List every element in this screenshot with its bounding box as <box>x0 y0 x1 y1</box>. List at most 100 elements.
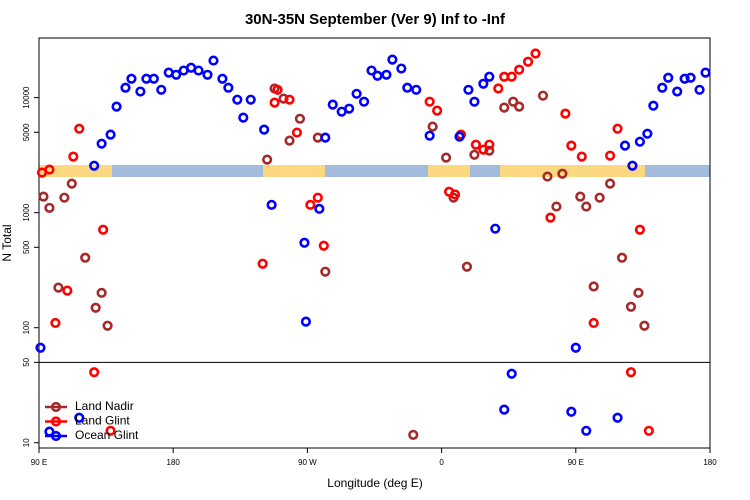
data-point <box>318 240 329 251</box>
data-point <box>59 192 70 203</box>
data-point <box>627 160 638 171</box>
data-point <box>625 301 637 312</box>
data-point <box>96 287 107 298</box>
data-point <box>616 252 628 263</box>
data-point <box>537 90 549 101</box>
data-point <box>120 82 131 93</box>
data-point <box>581 201 592 212</box>
data-point <box>432 105 443 116</box>
data-point <box>499 102 510 113</box>
data-point <box>424 96 435 107</box>
data-point <box>551 201 562 212</box>
data-point <box>470 139 481 150</box>
data-point <box>284 135 295 146</box>
data-point <box>588 281 599 292</box>
data-point <box>469 149 480 160</box>
data-point <box>530 48 541 59</box>
data-point <box>514 101 525 112</box>
data-point <box>89 160 100 171</box>
data-point <box>259 124 270 135</box>
data-point <box>560 108 571 119</box>
data-point <box>232 94 243 105</box>
data-point <box>402 82 413 93</box>
data-point <box>269 97 280 108</box>
data-point <box>566 140 577 151</box>
data-point <box>312 192 323 203</box>
data-point <box>396 63 407 74</box>
data-point <box>672 86 683 97</box>
data-point <box>238 112 249 123</box>
data-point <box>344 103 355 114</box>
y-tick-label: 5000 <box>22 123 31 141</box>
data-point <box>44 164 55 175</box>
x-tick-label: 0 <box>439 458 444 467</box>
data-point <box>634 224 646 235</box>
data-point <box>66 178 77 189</box>
legend-marker <box>50 401 62 413</box>
data-point <box>679 73 690 84</box>
data-point <box>506 71 517 82</box>
data-point <box>245 94 256 105</box>
data-point <box>612 123 623 134</box>
data-point <box>694 84 705 95</box>
data-point <box>266 199 277 210</box>
data-point <box>514 64 525 75</box>
y-tick-label: 500 <box>22 240 31 254</box>
data-point <box>685 72 696 83</box>
legend-marker <box>50 416 62 427</box>
data-point <box>557 168 568 179</box>
x-tick-label: 90 W <box>298 458 317 467</box>
data-point <box>506 368 517 379</box>
data-point <box>508 96 519 107</box>
data-point <box>105 425 116 436</box>
data-point <box>604 178 616 189</box>
data-point <box>522 56 534 67</box>
x-tick-label: 90 E <box>31 458 47 467</box>
x-tick-label: 180 <box>167 458 181 467</box>
data-point <box>408 429 419 440</box>
data-point <box>545 212 556 223</box>
data-point <box>700 67 711 78</box>
data-point <box>171 69 182 80</box>
data-point <box>294 113 306 124</box>
data-point <box>314 203 325 214</box>
data-point <box>576 151 587 162</box>
data-point <box>291 127 303 138</box>
data-point <box>484 145 495 156</box>
data-point <box>612 412 623 423</box>
land-band <box>39 165 112 177</box>
data-point <box>424 130 435 141</box>
data-point <box>202 69 213 80</box>
data-point <box>594 192 605 203</box>
data-point <box>625 367 637 378</box>
data-point <box>387 54 398 65</box>
data-point <box>566 406 577 417</box>
data-point <box>490 223 501 234</box>
data-point <box>499 404 510 415</box>
data-point <box>284 94 295 105</box>
data-point <box>604 150 616 161</box>
data-point <box>639 320 650 331</box>
data-point <box>411 84 422 95</box>
data-point <box>478 78 489 89</box>
data-point <box>461 261 473 272</box>
data-point <box>381 69 392 80</box>
data-point <box>156 84 167 95</box>
data-point <box>44 202 55 214</box>
data-point <box>272 84 283 95</box>
data-point <box>634 136 646 147</box>
data-point <box>478 144 489 155</box>
data-point <box>449 189 461 200</box>
land-band <box>428 165 470 177</box>
data-point <box>74 412 85 423</box>
data-point <box>35 342 46 353</box>
data-point <box>633 287 644 298</box>
data-point <box>53 282 64 293</box>
y-tick-label: 50 <box>22 357 31 366</box>
x-tick-label: 90 E <box>568 458 584 467</box>
data-point <box>648 100 659 111</box>
data-point <box>80 252 91 263</box>
data-point <box>105 129 116 140</box>
land-band <box>500 165 645 177</box>
